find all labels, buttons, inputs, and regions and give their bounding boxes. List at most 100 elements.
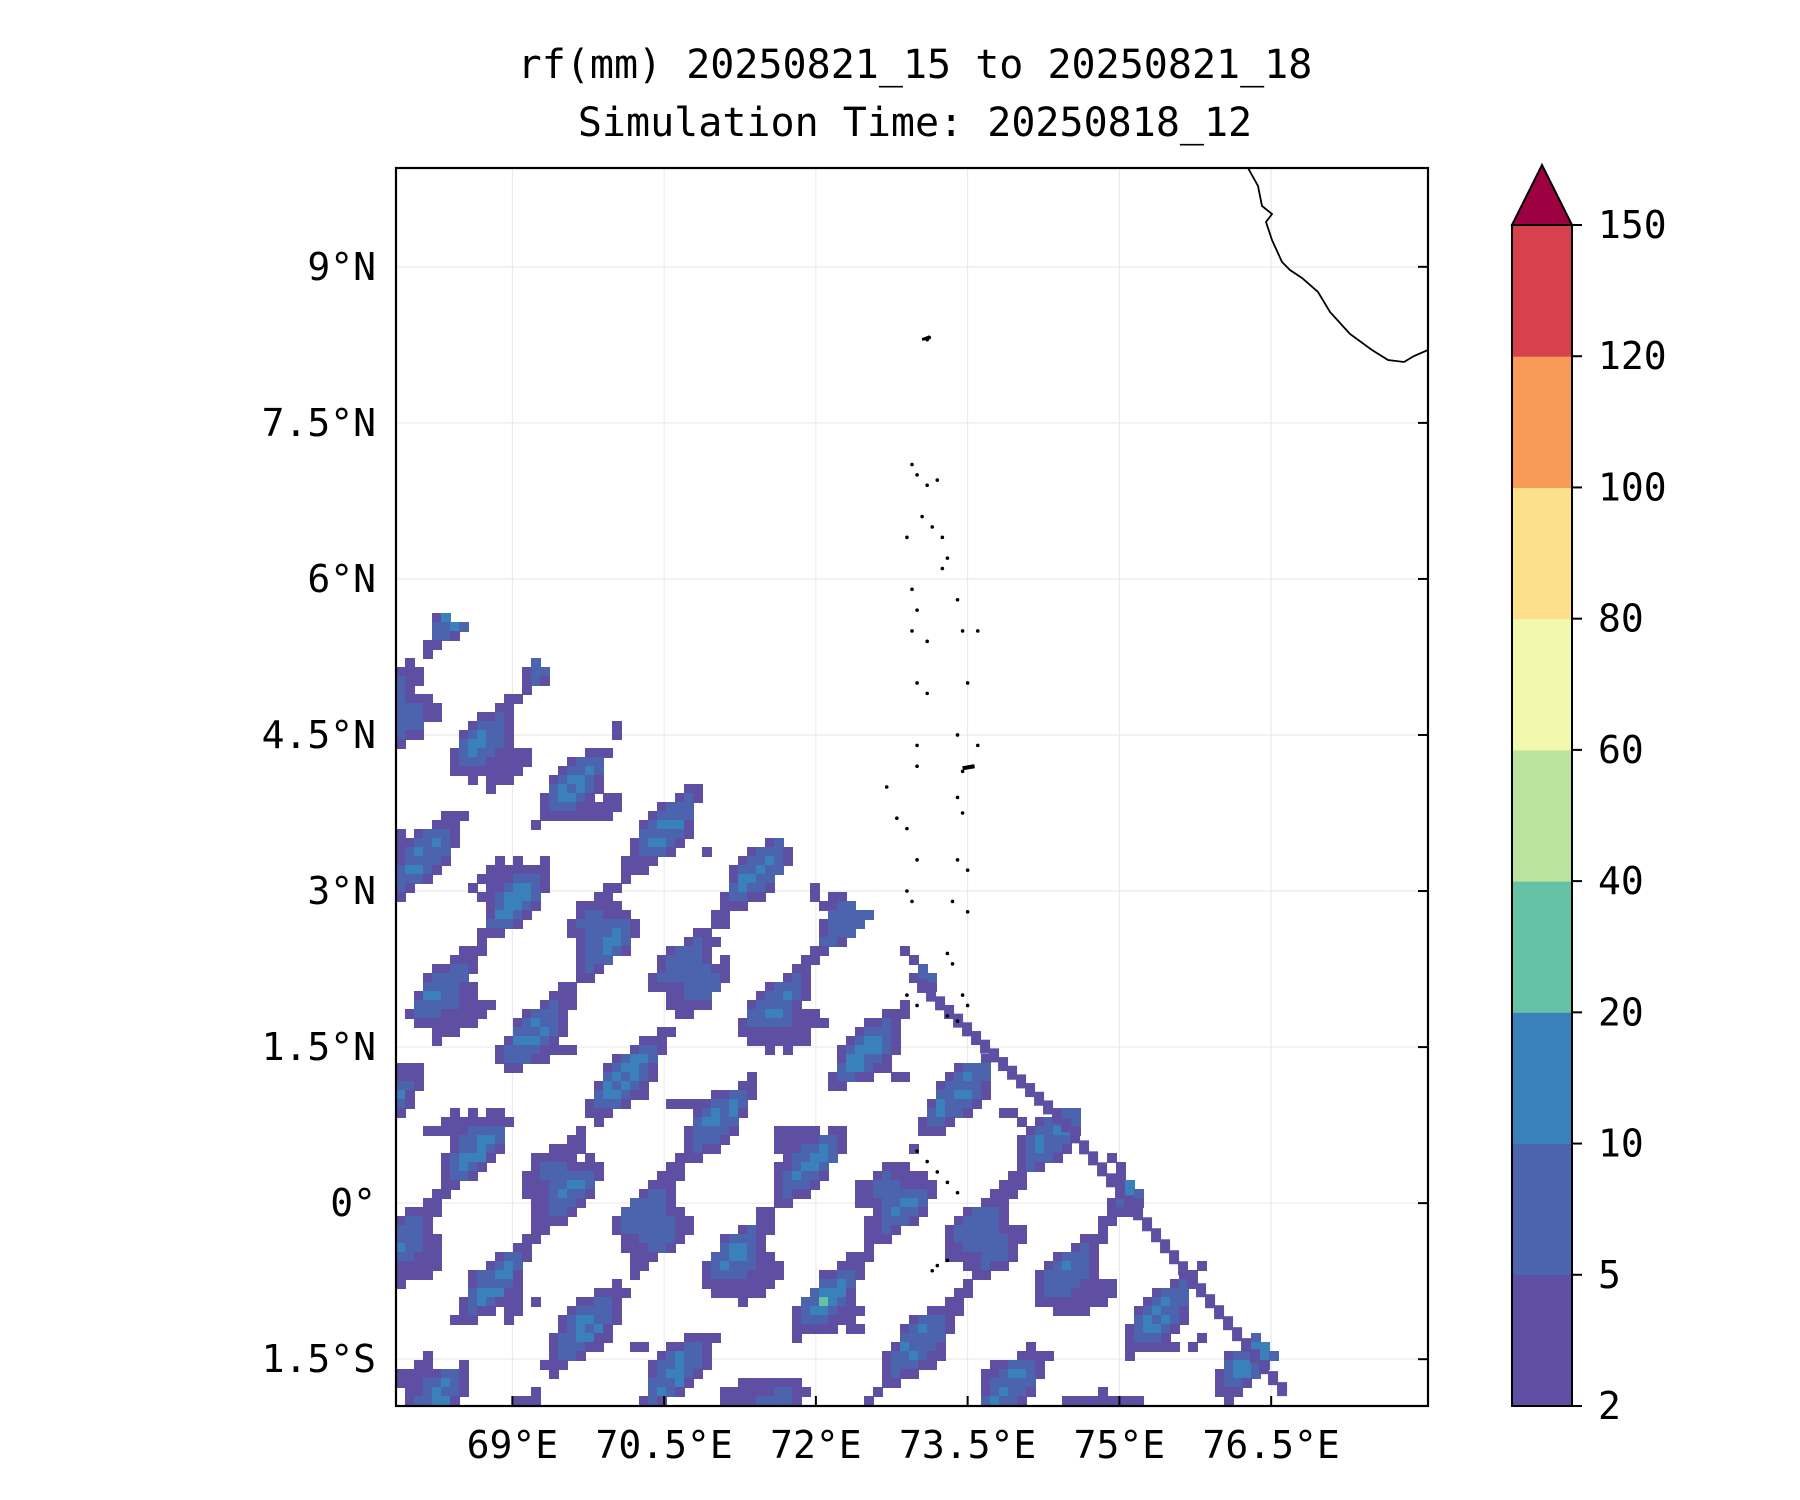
rain-cell [738,1378,748,1388]
rain-cell [945,1072,955,1082]
rain-cell [675,1360,685,1370]
rain-cell [432,622,442,632]
rain-cell [1269,1351,1279,1361]
rain-cell [828,1081,838,1091]
rain-cell [711,937,721,947]
rain-cell [504,1315,514,1325]
rain-cell [486,1297,496,1307]
colorbar-tick-label: 120 [1598,334,1667,378]
rain-cell [648,1378,658,1388]
rain-cell [882,1171,892,1181]
rain-cell [396,1270,406,1280]
rain-cell [837,1144,847,1154]
rain-cell [414,1261,424,1271]
rain-cell [648,1387,658,1397]
rain-cell [468,766,478,776]
rain-cell [477,1288,487,1298]
rain-cell [513,748,523,758]
rain-cell [837,1297,847,1307]
rain-cell [576,1306,586,1316]
rain-cell [459,748,469,758]
rain-cell [612,1072,622,1082]
rain-cell [468,991,478,1001]
rain-cell [1017,1135,1027,1145]
rain-cell [1107,1153,1117,1163]
rain-cell [738,1234,748,1244]
rain-cell [585,811,595,821]
rain-cell [594,946,604,956]
rain-cell [468,1270,478,1280]
rain-cell [522,748,532,758]
rain-cell [675,1216,685,1226]
rain-cell [792,1189,802,1199]
rain-cell [666,847,676,857]
rain-cell [477,739,487,749]
rain-cell [810,946,820,956]
rain-cell [756,1225,766,1235]
rain-cell [405,1099,415,1109]
rain-cell [468,730,478,740]
rain-cell [918,973,928,983]
rain-cell [738,883,748,893]
rain-cell [783,1009,793,1019]
rain-cell [648,1072,658,1082]
rain-cell [477,1297,487,1307]
colorbar-segment [1512,487,1572,620]
rain-cell [828,928,838,938]
rain-cell [468,1306,478,1316]
maldives-islands [884,335,980,1273]
rain-cell [756,874,766,884]
rain-cell [576,973,586,983]
rain-cell [801,1387,811,1397]
rain-cell [639,1261,649,1271]
rain-cell [612,1279,622,1289]
rain-cell [612,1306,622,1316]
rain-cell [648,838,658,848]
rain-cell [693,955,703,965]
rain-cell [864,1243,874,1253]
rain-cell [432,613,442,623]
rain-cell [837,1306,847,1316]
rain-cell [630,838,640,848]
rain-cell [1098,1216,1108,1226]
rain-cell [558,793,568,803]
rain-cell [396,1243,406,1253]
rain-cell [513,1243,523,1253]
rain-cell [684,946,694,956]
rain-cell [549,775,559,785]
rain-cell [1098,1225,1108,1235]
rain-cell [990,1189,1000,1199]
rain-cell [567,811,577,821]
rain-cell [971,1031,982,1046]
rain-cell [441,1378,451,1388]
rain-cell [540,1009,550,1019]
rain-cell [648,1180,658,1190]
rain-cell [396,1261,406,1271]
rain-cell [756,1009,766,1019]
rain-cell [666,973,676,983]
rain-cell [1124,1195,1135,1210]
rain-cell [936,1081,946,1091]
rain-cell [468,946,478,956]
rain-cell [756,1279,766,1289]
rain-cell [720,1387,730,1397]
rain-cell [540,1207,550,1217]
rain-cell [459,1009,469,1019]
rain-cell [873,1171,883,1181]
rain-cell [702,1333,712,1343]
rain-cell [450,1369,460,1379]
rain-cell [873,1387,883,1397]
rain-cell [846,910,856,920]
rain-cell [414,1378,424,1388]
rain-cell [873,1063,883,1073]
rain-cell [657,838,667,848]
rain-cell [657,847,667,857]
rain-cell [666,1234,676,1244]
rain-cell [765,1000,775,1010]
rain-cell [702,946,712,956]
rain-cell [468,964,478,974]
rain-cell [396,892,406,902]
rain-cell [747,1036,757,1046]
rain-cell [630,1261,640,1271]
